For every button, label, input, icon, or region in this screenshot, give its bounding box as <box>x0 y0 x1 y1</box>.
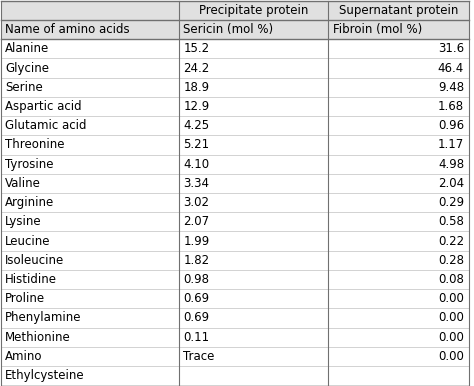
Text: Precipitate protein: Precipitate protein <box>199 4 308 17</box>
Text: 0.00: 0.00 <box>438 331 464 344</box>
Text: 24.2: 24.2 <box>183 61 210 74</box>
Text: Name of amino acids: Name of amino acids <box>5 23 130 36</box>
Text: 1.82: 1.82 <box>183 254 210 267</box>
Text: 9.48: 9.48 <box>438 81 464 94</box>
Text: Fibroin (mol %): Fibroin (mol %) <box>333 23 422 36</box>
Text: 3.34: 3.34 <box>183 177 209 190</box>
Text: Leucine: Leucine <box>5 235 51 247</box>
Text: 18.9: 18.9 <box>183 81 210 94</box>
Text: Histidine: Histidine <box>5 273 57 286</box>
Text: 1.68: 1.68 <box>438 100 464 113</box>
Text: 15.2: 15.2 <box>183 42 210 55</box>
Text: 0.98: 0.98 <box>183 273 209 286</box>
Text: Aspartic acid: Aspartic acid <box>5 100 82 113</box>
Text: 0.08: 0.08 <box>438 273 464 286</box>
Text: Phenylamine: Phenylamine <box>5 312 82 325</box>
Text: 0.96: 0.96 <box>438 119 464 132</box>
Text: 1.99: 1.99 <box>183 235 210 247</box>
Text: 0.58: 0.58 <box>438 215 464 229</box>
Text: Sericin (mol %): Sericin (mol %) <box>183 23 273 36</box>
Text: 46.4: 46.4 <box>438 61 464 74</box>
Text: 4.98: 4.98 <box>438 157 464 171</box>
Text: Tyrosine: Tyrosine <box>5 157 54 171</box>
Text: Alanine: Alanine <box>5 42 50 55</box>
Text: 31.6: 31.6 <box>438 42 464 55</box>
Text: Threonine: Threonine <box>5 139 65 151</box>
Text: Isoleucine: Isoleucine <box>5 254 64 267</box>
Text: 5.21: 5.21 <box>183 139 210 151</box>
Text: 0.29: 0.29 <box>438 196 464 209</box>
Text: 4.25: 4.25 <box>183 119 210 132</box>
Text: 12.9: 12.9 <box>183 100 210 113</box>
Text: 0.69: 0.69 <box>183 292 210 305</box>
Text: Amino: Amino <box>5 350 43 363</box>
Text: 0.22: 0.22 <box>438 235 464 247</box>
Text: Supernatant protein: Supernatant protein <box>339 4 458 17</box>
Text: Ethylcysteine: Ethylcysteine <box>5 369 85 382</box>
Text: 0.28: 0.28 <box>438 254 464 267</box>
Text: 1.17: 1.17 <box>438 139 464 151</box>
Text: 0.00: 0.00 <box>438 292 464 305</box>
Text: 4.10: 4.10 <box>183 157 210 171</box>
Text: 0.11: 0.11 <box>183 331 210 344</box>
FancyBboxPatch shape <box>0 20 469 39</box>
Text: 2.04: 2.04 <box>438 177 464 190</box>
Text: 2.07: 2.07 <box>183 215 210 229</box>
Text: Valine: Valine <box>5 177 41 190</box>
Text: 0.00: 0.00 <box>438 312 464 325</box>
Text: Proline: Proline <box>5 292 46 305</box>
Text: Glycine: Glycine <box>5 61 49 74</box>
Text: Lysine: Lysine <box>5 215 42 229</box>
Text: Glutamic acid: Glutamic acid <box>5 119 87 132</box>
Text: Arginine: Arginine <box>5 196 55 209</box>
FancyBboxPatch shape <box>0 1 469 20</box>
Text: 0.00: 0.00 <box>438 350 464 363</box>
Text: Trace: Trace <box>183 350 215 363</box>
Text: Serine: Serine <box>5 81 43 94</box>
Text: Methionine: Methionine <box>5 331 71 344</box>
Text: 3.02: 3.02 <box>183 196 209 209</box>
Text: 0.69: 0.69 <box>183 312 210 325</box>
